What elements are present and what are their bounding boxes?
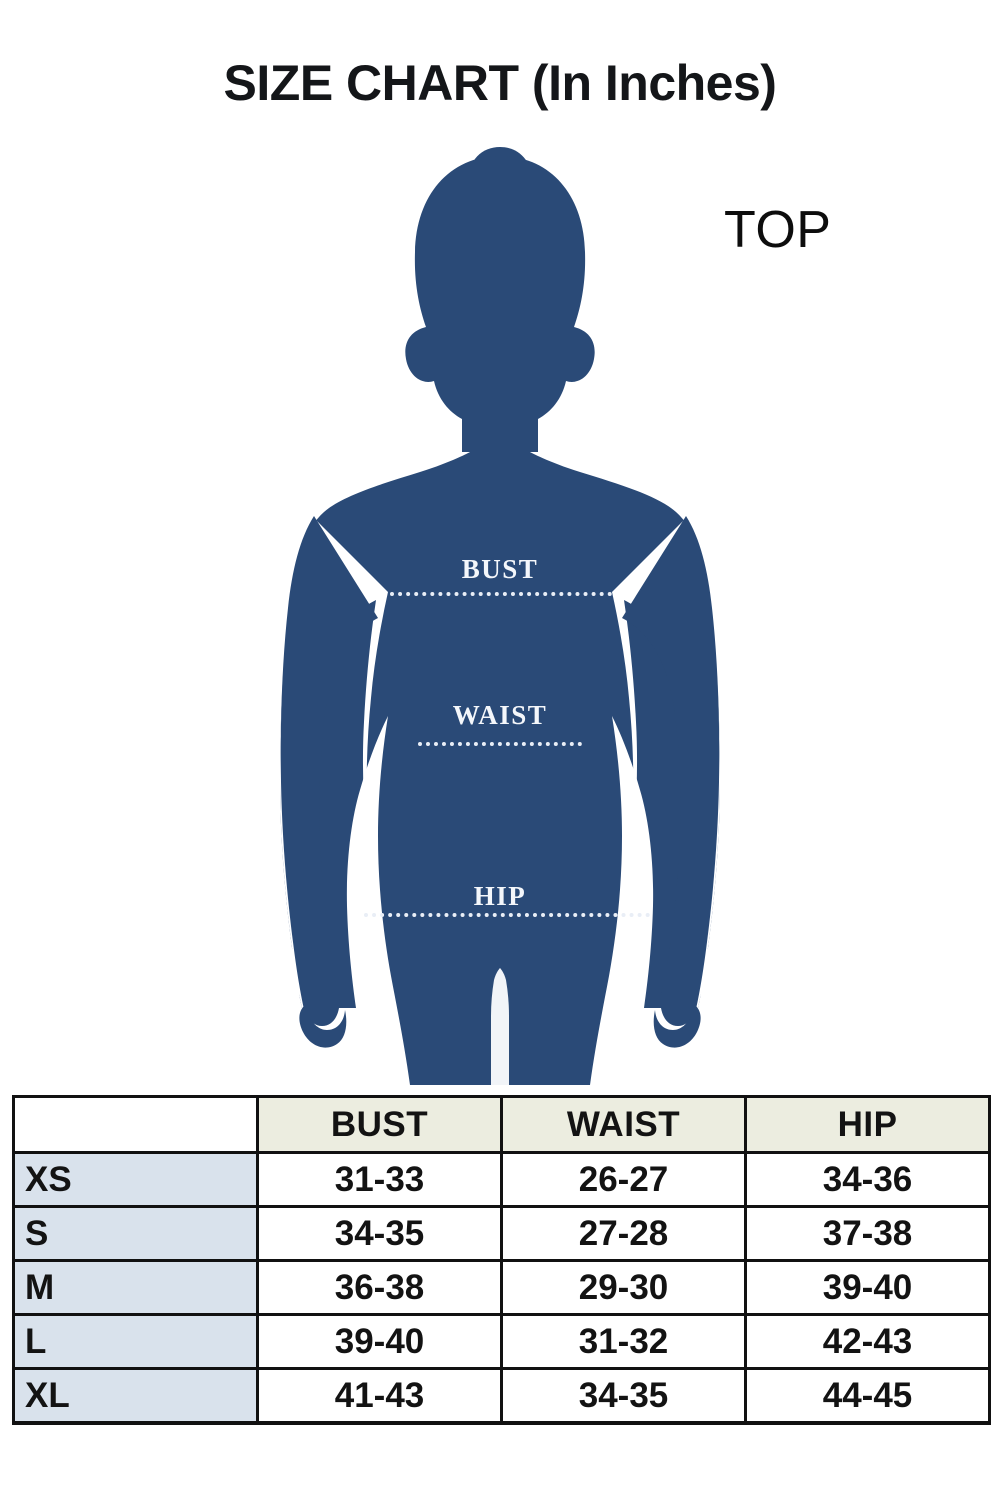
size-label-m: M [12, 1259, 259, 1316]
waist-value-s: 27-28 [500, 1205, 747, 1262]
table-header-row: BUST WAIST HIP [12, 1095, 991, 1154]
header-size-blank [12, 1095, 259, 1154]
page-title: SIZE CHART (In Inches) [223, 55, 777, 111]
waist-measurement-line [418, 742, 582, 746]
size-chart-table: BUST WAIST HIP XS 31-33 26-27 34-36 S 34… [12, 1095, 991, 1425]
waist-value-m: 29-30 [500, 1259, 747, 1316]
bust-value-l: 39-40 [256, 1313, 503, 1370]
table-row: M 36-38 29-30 39-40 [12, 1259, 991, 1316]
bust-value-s: 34-35 [256, 1205, 503, 1262]
table-row: S 34-35 27-28 37-38 [12, 1205, 991, 1262]
hip-value-xs: 34-36 [744, 1151, 991, 1208]
table-row: XL 41-43 34-35 44-45 [12, 1367, 991, 1425]
bust-measurement-line [390, 592, 612, 596]
waist-value-xs: 26-27 [500, 1151, 747, 1208]
size-label-l: L [12, 1313, 259, 1370]
hip-value-m: 39-40 [744, 1259, 991, 1316]
waist-value-l: 31-32 [500, 1313, 747, 1370]
female-silhouette-icon [280, 147, 720, 1085]
hip-measurement-line [364, 913, 650, 917]
waist-value-xl: 34-35 [500, 1367, 747, 1425]
hip-measurement-label: HIP [473, 881, 527, 911]
table-row: L 39-40 31-32 42-43 [12, 1313, 991, 1370]
table-row: XS 31-33 26-27 34-36 [12, 1151, 991, 1208]
header-waist: WAIST [500, 1095, 747, 1154]
size-label-xl: XL [12, 1367, 259, 1425]
bust-measurement-label: BUST [461, 554, 539, 584]
bust-value-m: 36-38 [256, 1259, 503, 1316]
bust-value-xl: 41-43 [256, 1367, 503, 1425]
hip-value-xl: 44-45 [744, 1367, 991, 1425]
body-figure-illustration: BUST WAIST HIP [280, 147, 720, 1085]
waist-measurement-label: WAIST [452, 700, 548, 730]
header-hip: HIP [744, 1095, 991, 1154]
hip-value-l: 42-43 [744, 1313, 991, 1370]
garment-type-label: TOP [724, 201, 832, 259]
bust-value-xs: 31-33 [256, 1151, 503, 1208]
header-bust: BUST [256, 1095, 503, 1154]
size-label-xs: XS [12, 1151, 259, 1208]
size-label-s: S [12, 1205, 259, 1262]
hip-value-s: 37-38 [744, 1205, 991, 1262]
